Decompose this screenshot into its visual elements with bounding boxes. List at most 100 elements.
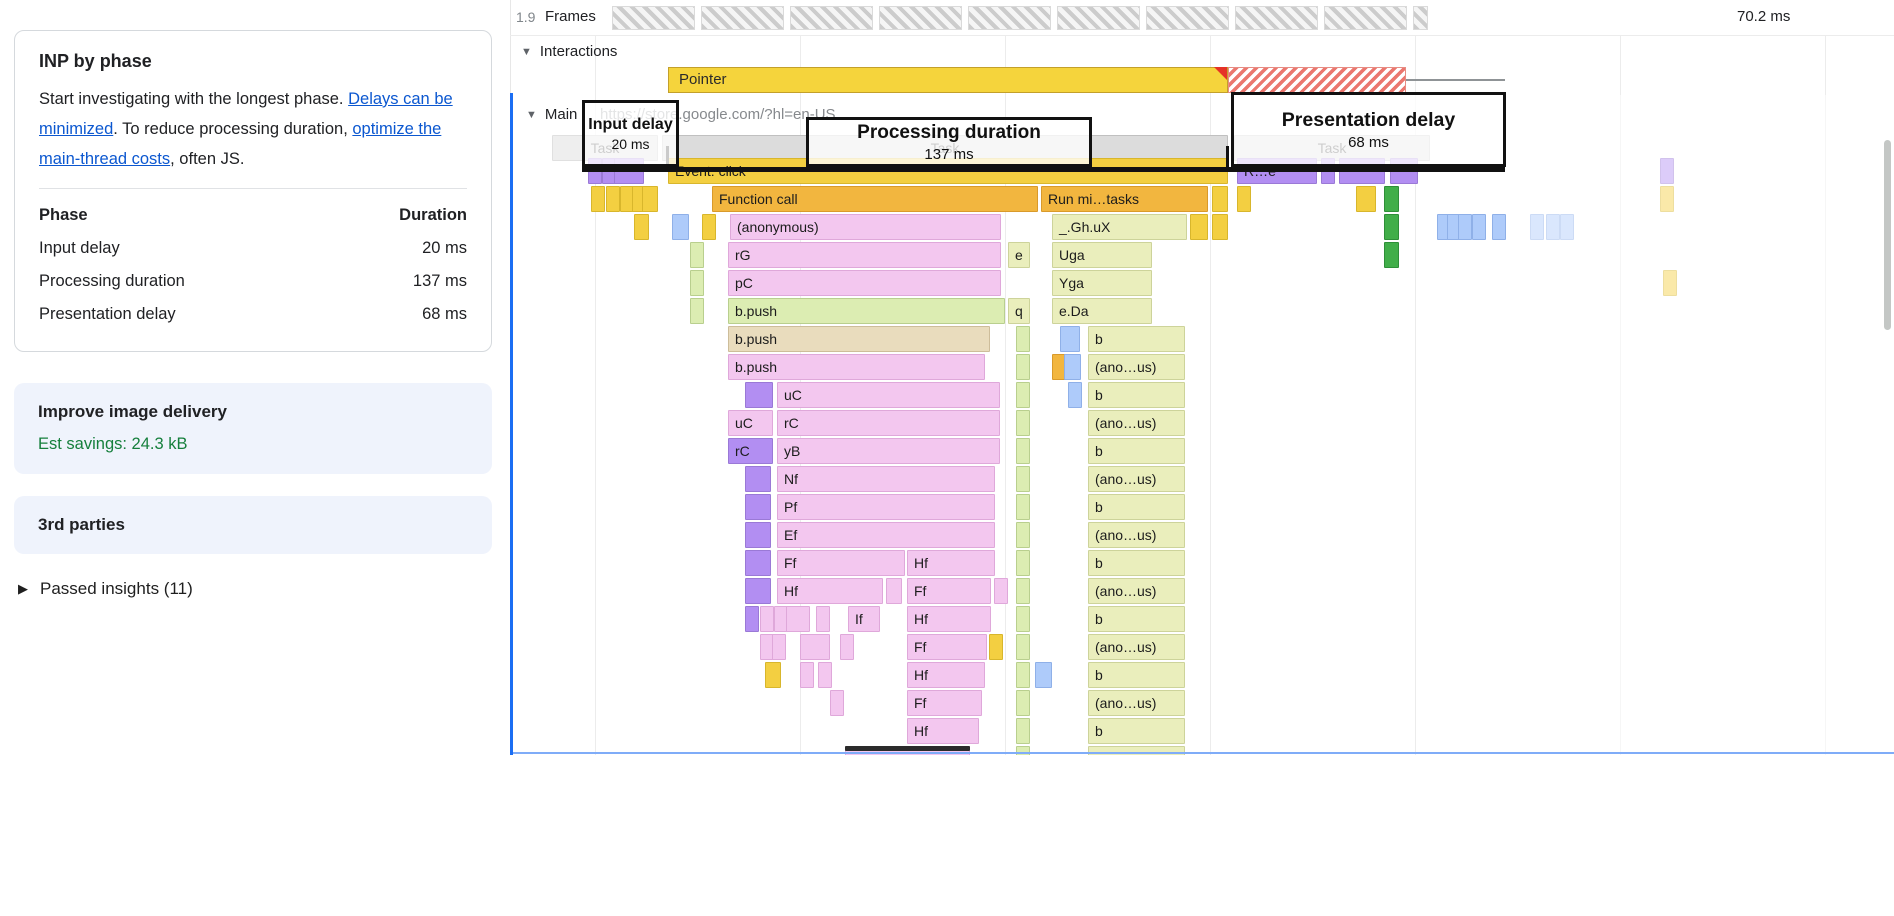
flame-bar-ff[interactable]: Ff — [777, 550, 905, 576]
flame-bar[interactable] — [1088, 746, 1185, 755]
flame-bar[interactable] — [1016, 466, 1030, 492]
flame-bar[interactable] — [760, 606, 774, 632]
optimize-main-thread-link[interactable]: optimize the main-thread costs — [39, 120, 442, 168]
flame-bar[interactable] — [1458, 214, 1472, 240]
flame-bar-ano-us[interactable]: (ano…us) — [1088, 634, 1185, 660]
flame-bar[interactable] — [745, 382, 773, 408]
flame-bar[interactable] — [745, 494, 771, 520]
flame-bar-ano-us[interactable]: (ano…us) — [1088, 354, 1185, 380]
flame-bar-function-call[interactable]: Function call — [712, 186, 1038, 212]
interactions-track-header[interactable]: ▼ Interactions — [521, 43, 617, 60]
flame-bar-yga[interactable]: Yga — [1052, 270, 1152, 296]
flame-bar-nf[interactable]: Nf — [777, 466, 995, 492]
flame-bar[interactable] — [1356, 186, 1376, 212]
flame-bar[interactable] — [1016, 690, 1030, 716]
flame-bar[interactable] — [690, 242, 704, 268]
flame-bar-hf[interactable]: Hf — [907, 606, 991, 632]
flame-bar[interactable] — [606, 186, 620, 212]
flame-bar-b[interactable]: b — [1088, 382, 1185, 408]
flame-bar[interactable] — [745, 578, 771, 604]
flame-bar-uga[interactable]: Uga — [1052, 242, 1152, 268]
flame-bar[interactable] — [1384, 242, 1399, 268]
flame-bar[interactable] — [989, 634, 1003, 660]
flame-bar-ef[interactable]: Ef — [777, 522, 995, 548]
flame-bar-rc[interactable]: rC — [777, 410, 1000, 436]
flame-bar-uc[interactable]: uC — [728, 410, 773, 436]
flame-bar-gh-ux[interactable]: _.Gh.uX — [1052, 214, 1187, 240]
flame-bar-yb[interactable]: yB — [777, 438, 1000, 464]
flame-bar-rc[interactable]: rC — [728, 438, 773, 464]
flame-bar[interactable] — [1016, 606, 1030, 632]
flame-bar-b-push[interactable]: b.push — [728, 326, 990, 352]
flame-bar[interactable] — [1384, 186, 1399, 212]
flame-bar[interactable] — [818, 662, 832, 688]
flame-bar-ano-us[interactable]: (ano…us) — [1088, 690, 1185, 716]
flame-bar-pf[interactable]: Pf — [777, 494, 995, 520]
flame-bar-b-push[interactable]: b.push — [728, 354, 985, 380]
flame-bar[interactable] — [1472, 214, 1486, 240]
collapse-arrow-icon[interactable]: ▼ — [526, 108, 537, 121]
flame-bar-rg[interactable]: rG — [728, 242, 1001, 268]
partially-presented-frame[interactable] — [1146, 6, 1229, 30]
flame-bar[interactable] — [816, 606, 830, 632]
flame-bar-b[interactable]: b — [1088, 718, 1185, 744]
flame-bar[interactable] — [1016, 550, 1030, 576]
flame-bar[interactable] — [634, 214, 649, 240]
flame-bar[interactable] — [1016, 410, 1030, 436]
flame-bar-e[interactable]: e — [1008, 242, 1030, 268]
flame-bar-b-push[interactable]: b.push — [728, 298, 1005, 324]
flame-bar[interactable] — [672, 214, 689, 240]
flame-bar-ff[interactable]: Ff — [907, 690, 982, 716]
flame-bar[interactable] — [1064, 354, 1081, 380]
flame-bar-ff[interactable]: Ff — [907, 634, 987, 660]
flame-bar-ano-us[interactable]: (ano…us) — [1088, 466, 1185, 492]
flame-bar-b[interactable]: b — [1088, 550, 1185, 576]
flame-bar-e-da[interactable]: e.Da — [1052, 298, 1152, 324]
flame-bar-b[interactable]: b — [1088, 494, 1185, 520]
flame-bar[interactable] — [1035, 662, 1052, 688]
flame-bar[interactable] — [1384, 214, 1399, 240]
partially-presented-frame[interactable] — [879, 6, 962, 30]
phase-row-presentation-delay[interactable]: Presentation delay 68 ms — [39, 298, 467, 331]
flame-bar-b[interactable]: b — [1088, 662, 1185, 688]
third-parties-card[interactable]: 3rd parties — [14, 496, 492, 554]
flame-bar[interactable] — [1068, 382, 1082, 408]
inp-by-phase-card[interactable]: INP by phase Start investigating with th… — [14, 30, 492, 352]
flame-bar[interactable] — [800, 634, 830, 660]
partially-presented-frame[interactable] — [1413, 6, 1428, 30]
flame-bar[interactable] — [1016, 494, 1030, 520]
flame-bar[interactable] — [1016, 438, 1030, 464]
flame-bar[interactable] — [1016, 522, 1030, 548]
flame-bar[interactable] — [765, 662, 781, 688]
flame-bar[interactable] — [1016, 578, 1030, 604]
partially-presented-frame[interactable] — [1057, 6, 1140, 30]
flame-bar[interactable] — [591, 186, 605, 212]
flame-bar-ff[interactable]: Ff — [907, 578, 991, 604]
partially-presented-frame[interactable] — [612, 6, 695, 30]
delays-minimized-link[interactable]: Delays can be minimized — [39, 90, 453, 138]
flame-bar[interactable] — [690, 298, 704, 324]
phase-row-processing-duration[interactable]: Processing duration 137 ms — [39, 265, 467, 298]
flame-bar-run-mi-tasks[interactable]: Run mi…tasks — [1041, 186, 1208, 212]
flame-bar-b[interactable]: b — [1088, 438, 1185, 464]
flame-bar[interactable] — [1016, 662, 1030, 688]
improve-image-delivery-card[interactable]: Improve image delivery Est savings: 24.3… — [14, 383, 492, 474]
flame-bar-hf[interactable]: Hf — [907, 550, 995, 576]
flame-bar-hf[interactable]: Hf — [907, 662, 985, 688]
flame-bar[interactable] — [1190, 214, 1208, 240]
flame-bar[interactable] — [800, 662, 814, 688]
flame-bar[interactable] — [1016, 634, 1030, 660]
main-track-header[interactable]: ▼ Main — [526, 106, 577, 123]
flame-bar[interactable] — [1016, 354, 1030, 380]
passed-insights-toggle[interactable]: ▶ Passed insights (11) — [18, 579, 193, 599]
flame-bar[interactable] — [745, 606, 759, 632]
vertical-scrollbar[interactable] — [1884, 140, 1891, 330]
collapse-arrow-icon[interactable]: ▼ — [521, 45, 532, 58]
flame-bar[interactable] — [702, 214, 716, 240]
flame-bar[interactable] — [745, 466, 771, 492]
flame-bar[interactable] — [830, 690, 844, 716]
flame-bar[interactable] — [1016, 382, 1030, 408]
flame-bar-if[interactable]: If — [848, 606, 880, 632]
pointer-interaction-bar[interactable]: Pointer — [668, 67, 1228, 93]
flame-bar[interactable] — [1212, 214, 1228, 240]
